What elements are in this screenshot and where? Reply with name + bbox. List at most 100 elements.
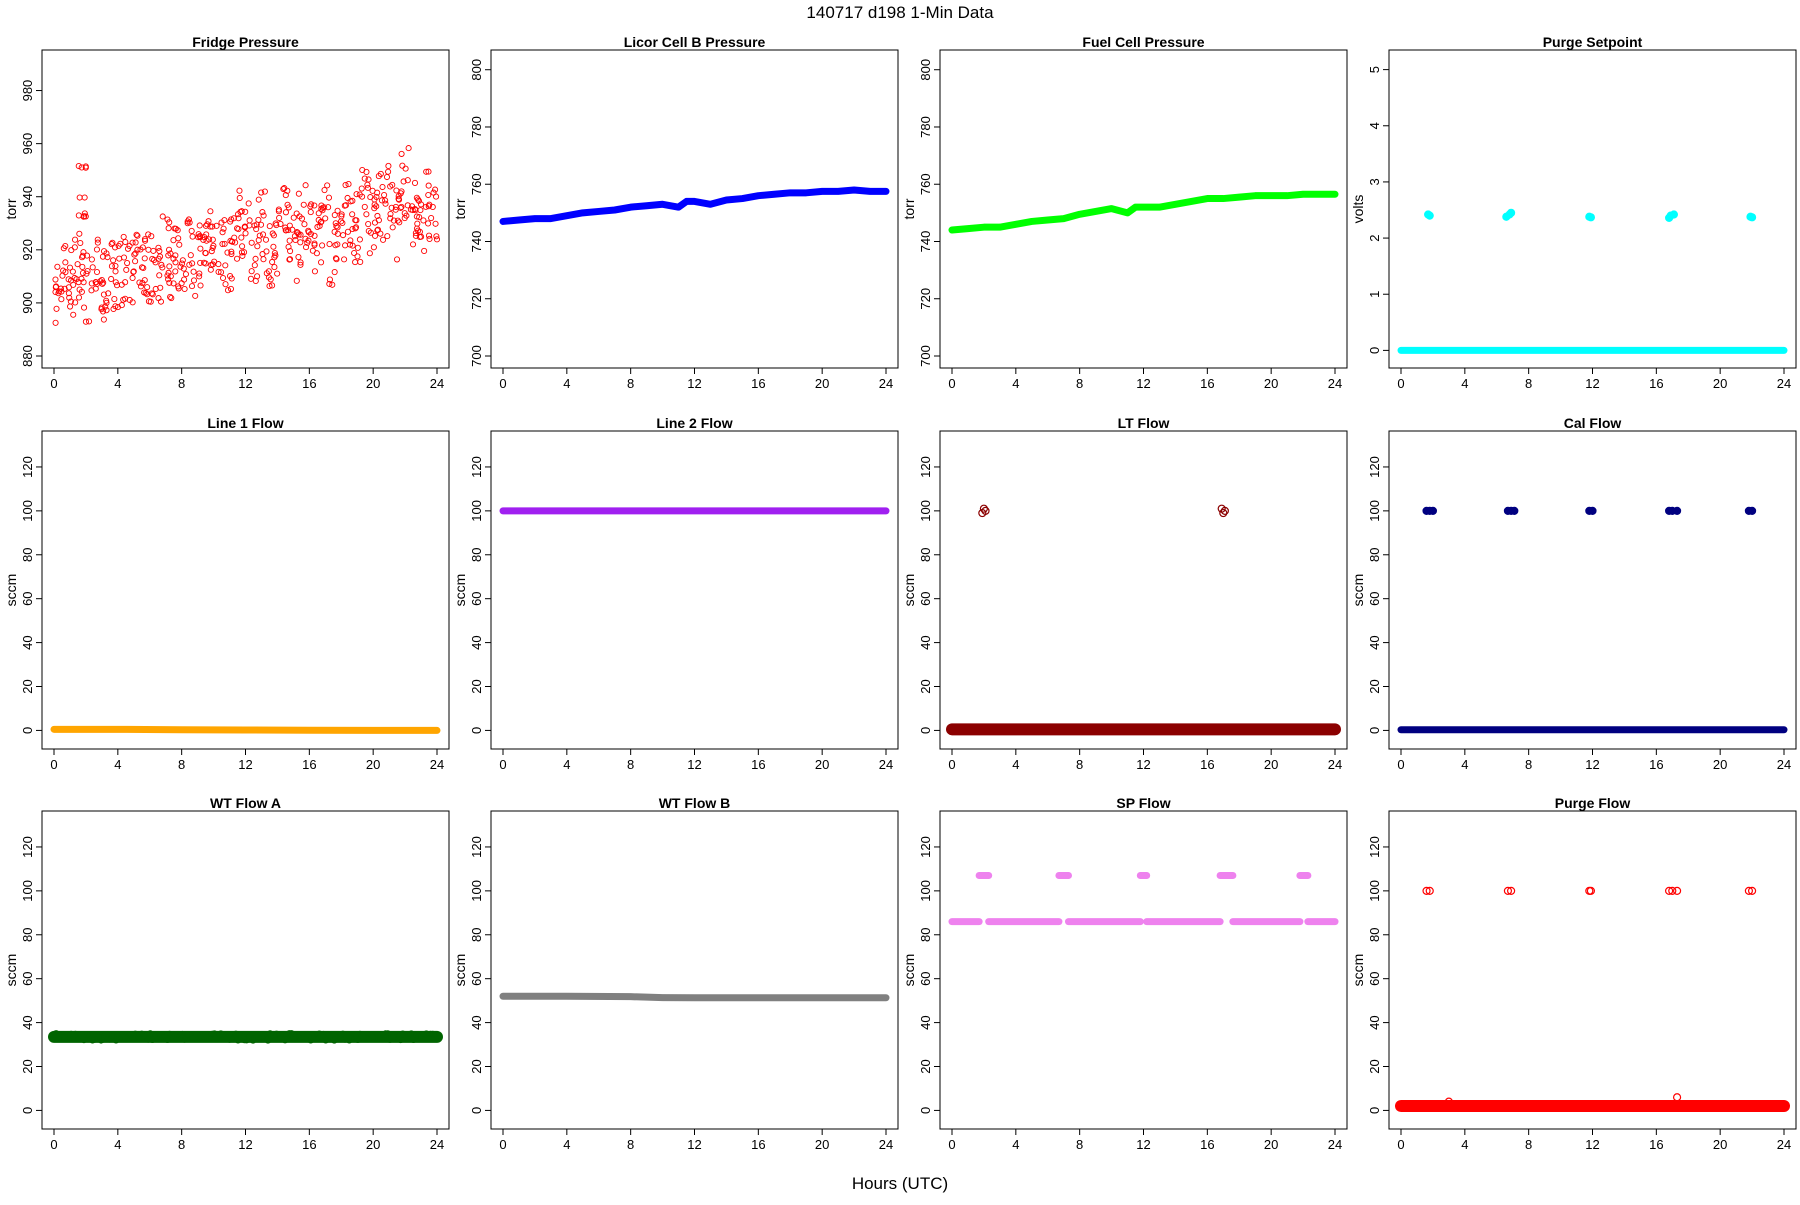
panel-8: WT Flow A sccm 0 4 8 12 16 20 24 0 20 40 60 80 100 120 [3, 795, 450, 1152]
data-point [331, 228, 338, 235]
data-point [423, 168, 430, 175]
data-point [155, 1035, 163, 1043]
data-point [129, 239, 136, 246]
data-point [392, 1032, 400, 1040]
data-point [108, 263, 115, 270]
y-tick-label: 60 [20, 971, 35, 985]
data-point [209, 236, 216, 243]
y-tick-label: 80 [469, 548, 484, 562]
data-point [318, 218, 325, 225]
x-tick-label: 20 [1713, 757, 1727, 772]
data-point [208, 248, 215, 255]
data-point [188, 227, 195, 234]
data-point [295, 231, 302, 238]
data-point [196, 222, 203, 229]
data-point [100, 316, 107, 323]
data-point [403, 1034, 411, 1042]
data-point [79, 269, 87, 277]
data-point [104, 254, 111, 261]
x-tick-label: 12 [238, 1137, 252, 1152]
data-point [307, 209, 314, 216]
data-point [345, 181, 352, 188]
data-point [326, 280, 333, 287]
y-axis-label: sccm [1350, 954, 1366, 987]
data-point [238, 249, 245, 256]
data-point [400, 178, 407, 185]
data-point [227, 273, 234, 280]
panel-11: Purge Flow sccm 0 4 8 12 16 20 24 0 20 40 60 80 100 120 [1350, 795, 1797, 1152]
data-point [241, 223, 248, 231]
data-point [258, 1033, 266, 1041]
data-point [66, 294, 73, 301]
y-tick-label: 0 [918, 1107, 933, 1114]
y-tick-label: 960 [20, 133, 35, 155]
data-point [75, 294, 83, 301]
data-point [276, 214, 283, 221]
y-tick-label: 60 [1367, 591, 1382, 605]
data-point [224, 287, 232, 294]
panel-1: Licor Cell B Pressure torr 0 4 8 12 16 20 24 700 7… [452, 34, 899, 391]
panel-title: LT Flow [1118, 415, 1170, 431]
data-point [404, 202, 411, 209]
x-tick-label: 4 [563, 376, 570, 391]
data-point [313, 1034, 321, 1042]
data-point [287, 247, 294, 255]
x-tick-label: 8 [178, 1137, 185, 1152]
x-tick-label: 16 [1200, 757, 1214, 772]
y-tick-label: 0 [918, 727, 933, 734]
x-tick-label: 8 [1525, 376, 1532, 391]
data-point [399, 162, 406, 169]
data-point [1425, 886, 1434, 895]
x-tick-label: 8 [1525, 1137, 1532, 1152]
data-point [100, 279, 107, 286]
x-tick-label: 16 [1649, 757, 1663, 772]
data-point [112, 279, 119, 286]
data-point [210, 242, 217, 249]
x-tick-label: 24 [1328, 376, 1342, 391]
y-tick-label: 60 [20, 591, 35, 605]
y-tick-label: 700 [918, 345, 933, 367]
data-point [393, 256, 401, 263]
data-point [110, 1032, 118, 1040]
data-point [126, 242, 133, 250]
y-tick-label: 120 [20, 456, 35, 478]
data-point [236, 1030, 244, 1038]
data-point [130, 268, 137, 276]
y-tick-label: 720 [469, 288, 484, 310]
plot-frame [490, 49, 899, 369]
data-point [139, 280, 146, 287]
data-point [283, 1031, 291, 1039]
data-point [108, 275, 115, 283]
data-point [311, 202, 318, 209]
data-point [235, 225, 242, 233]
data-point [342, 242, 349, 249]
x-tick-label: 8 [627, 1137, 634, 1152]
series-line [948, 190, 1339, 234]
data-point [170, 280, 177, 287]
data-point [1668, 886, 1677, 895]
data-point [302, 244, 310, 251]
y-tick-label: 0 [20, 1107, 35, 1114]
data-point [181, 285, 188, 293]
data-point [52, 276, 59, 283]
data-point [78, 288, 85, 295]
x-tick-label: 16 [1649, 376, 1663, 391]
data-point [398, 203, 405, 211]
data-point [170, 1031, 178, 1039]
data-point [301, 221, 308, 228]
data-point [979, 504, 989, 513]
data-point [259, 209, 266, 216]
data-point [271, 250, 278, 257]
y-axis-label: sccm [3, 954, 19, 987]
x-tick-label: 4 [563, 757, 570, 772]
data-point [321, 187, 328, 194]
data-point [401, 210, 408, 217]
data-point [304, 239, 311, 246]
data-point [414, 196, 421, 203]
data-point [1444, 1097, 1453, 1106]
data-point [125, 1033, 133, 1041]
data-point [1586, 886, 1596, 895]
data-point [1507, 208, 1516, 217]
data-point [94, 239, 101, 246]
data-point [65, 284, 72, 291]
